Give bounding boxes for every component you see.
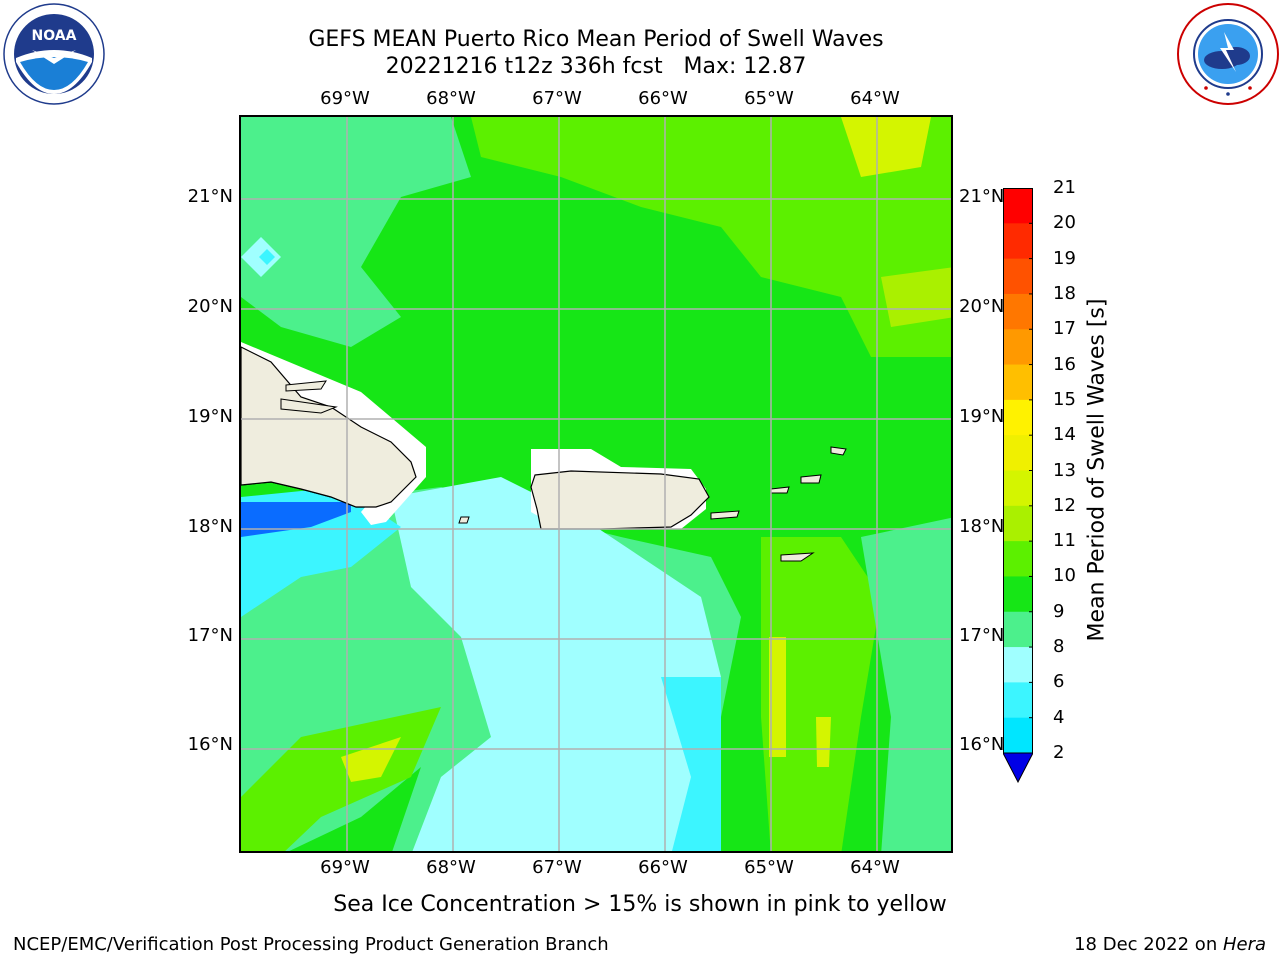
colorbar-tick-label: 11 bbox=[1053, 530, 1076, 552]
lon-label-bottom: 69°W bbox=[320, 857, 370, 878]
lat-label-right: 20°N bbox=[959, 296, 1005, 317]
colorbar-band bbox=[1003, 576, 1033, 613]
colorbar-band bbox=[1003, 611, 1033, 648]
colorbar-tick-label: 8 bbox=[1053, 636, 1065, 658]
lat-label-right: 17°N bbox=[959, 625, 1005, 646]
nws-logo bbox=[1176, 2, 1280, 106]
colorbar-tick-label: 4 bbox=[1053, 706, 1065, 728]
noaa-logo: NOAA bbox=[2, 2, 106, 106]
lon-label-top: 65°W bbox=[744, 88, 794, 109]
lat-label-left: 20°N bbox=[187, 296, 233, 317]
lon-label-bottom: 66°W bbox=[638, 857, 688, 878]
colorbar-tick-label: 12 bbox=[1053, 494, 1076, 516]
colorbar-extend-triangle bbox=[1002, 752, 1034, 784]
colorbar-tick-label: 19 bbox=[1053, 247, 1076, 269]
colorbar-tick-label: 6 bbox=[1053, 671, 1065, 693]
colorbar-band bbox=[1003, 647, 1033, 683]
colorbar-tick-label: 18 bbox=[1053, 282, 1076, 304]
colorbar-tick-label: 2 bbox=[1053, 742, 1065, 763]
colorbar-band bbox=[1003, 223, 1033, 260]
lat-label-right: 19°N bbox=[959, 406, 1005, 427]
colorbar bbox=[1002, 187, 1034, 784]
lon-label-top: 66°W bbox=[638, 88, 688, 109]
lon-label-bottom: 65°W bbox=[744, 857, 794, 878]
footer-date-text: 18 Dec 2022 on bbox=[1074, 934, 1223, 955]
lon-label-bottom: 67°W bbox=[532, 857, 582, 878]
lon-label-top: 68°W bbox=[426, 88, 476, 109]
colorbar-band bbox=[1003, 682, 1033, 719]
map-panel[interactable] bbox=[239, 115, 953, 853]
colorbar-band bbox=[1003, 505, 1033, 542]
footer-machine: Hera bbox=[1222, 934, 1266, 955]
noaa-logo-text: NOAA bbox=[32, 28, 77, 44]
lat-label-left: 21°N bbox=[187, 186, 233, 207]
colorbar-tick-label: 17 bbox=[1053, 318, 1076, 340]
colorbar-band bbox=[1003, 258, 1033, 295]
lat-label-right: 16°N bbox=[959, 734, 1005, 755]
footer-credit: NCEP/EMC/Verification Post Processing Pr… bbox=[13, 934, 609, 955]
lat-label-left: 17°N bbox=[187, 625, 233, 646]
colorbar-tick-label: 9 bbox=[1053, 600, 1065, 622]
map-subtitle: 20221216 t12z 336h fcst Max: 12.87 bbox=[385, 54, 807, 79]
colorbar-tick-label: 20 bbox=[1053, 212, 1076, 234]
colorbar-title: Mean Period of Swell Waves [s] bbox=[1084, 298, 1110, 642]
footer-date: 18 Dec 2022 on Hera bbox=[1074, 934, 1266, 955]
colorbar-tick-label: 14 bbox=[1053, 424, 1076, 446]
colorbar-band bbox=[1003, 364, 1033, 401]
lon-label-top: 69°W bbox=[320, 88, 370, 109]
colorbar-tick-label: 21 bbox=[1053, 177, 1076, 198]
colorbar-tick-label: 13 bbox=[1053, 459, 1076, 481]
colorbar-band bbox=[1003, 399, 1033, 436]
swell-period-contour-map bbox=[241, 117, 951, 851]
colorbar-band bbox=[1003, 541, 1033, 577]
lat-label-right: 18°N bbox=[959, 516, 1005, 537]
colorbar-tick-label: 10 bbox=[1053, 565, 1076, 587]
colorbar-band bbox=[1003, 188, 1033, 224]
lon-label-bottom: 68°W bbox=[426, 857, 476, 878]
lon-label-top: 67°W bbox=[532, 88, 582, 109]
colorbar-band bbox=[1003, 435, 1033, 471]
sea-ice-note: Sea Ice Concentration > 15% is shown in … bbox=[333, 892, 947, 917]
lon-label-top: 64°W bbox=[850, 88, 900, 109]
colorbar-tick-label: 16 bbox=[1053, 353, 1076, 375]
lat-label-left: 16°N bbox=[187, 734, 233, 755]
colorbar-band bbox=[1003, 717, 1033, 754]
lat-label-left: 18°N bbox=[187, 516, 233, 537]
map-title: GEFS MEAN Puerto Rico Mean Period of Swe… bbox=[308, 27, 884, 52]
colorbar-band bbox=[1003, 470, 1033, 507]
colorbar-band bbox=[1003, 293, 1033, 330]
colorbar-band bbox=[1003, 329, 1033, 366]
colorbar-tick-label: 15 bbox=[1053, 388, 1076, 410]
lon-label-bottom: 64°W bbox=[850, 857, 900, 878]
lat-label-right: 21°N bbox=[959, 186, 1005, 207]
lat-label-left: 19°N bbox=[187, 406, 233, 427]
